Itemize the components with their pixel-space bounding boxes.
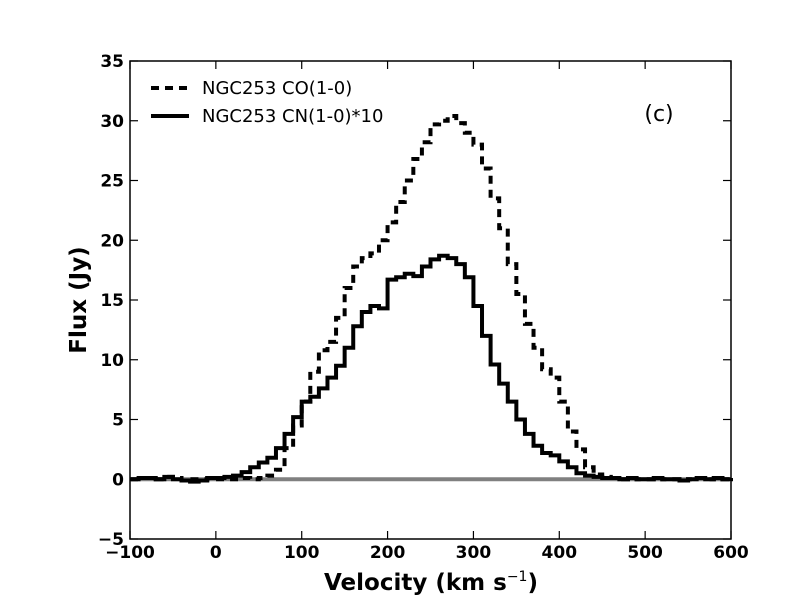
y-tick-labels: −5 0 5 10 15 20 25 30 35 [98, 52, 124, 550]
x-tick-label: −100 [105, 543, 155, 563]
x-tick-label: 400 [542, 543, 578, 563]
ticks-layer [129, 60, 732, 540]
y-tick-label: 0 [112, 470, 124, 490]
y-tick-label: 20 [100, 231, 124, 251]
x-tick-label: 300 [456, 543, 492, 563]
legend: NGC253 CO(1-0) NGC253 CN(1-0)*10 [151, 78, 383, 127]
series-line-cn [130, 253, 733, 484]
y-tick-label: 10 [100, 351, 124, 371]
x-tick-labels: −100 0 100 200 300 400 500 600 [105, 543, 749, 563]
legend-label-cn: NGC253 CN(1-0)*10 [202, 106, 383, 127]
x-tick-label: 100 [284, 543, 320, 563]
x-tick-label: 0 [210, 543, 222, 563]
y-tick-label: 30 [100, 112, 124, 132]
legend-label-co: NGC253 CO(1-0) [202, 78, 352, 99]
x-tick-label: 200 [370, 543, 406, 563]
x-tick-label: 500 [627, 543, 663, 563]
y-tick-label: 15 [100, 291, 124, 311]
x-axis-label-superscript: −1 [507, 569, 528, 585]
y-tick-label: 25 [100, 172, 124, 192]
y-tick-label: 35 [100, 52, 124, 72]
y-axis-label: Flux (Jy) [66, 246, 92, 353]
series-layer [130, 113, 733, 484]
y-tick-label: −5 [98, 530, 124, 550]
x-axis-label: Velocity (km s−1) [324, 569, 538, 596]
panel-label: (c) [644, 102, 673, 127]
y-tick-label: 5 [112, 411, 124, 431]
x-tick-label: 600 [713, 543, 749, 563]
